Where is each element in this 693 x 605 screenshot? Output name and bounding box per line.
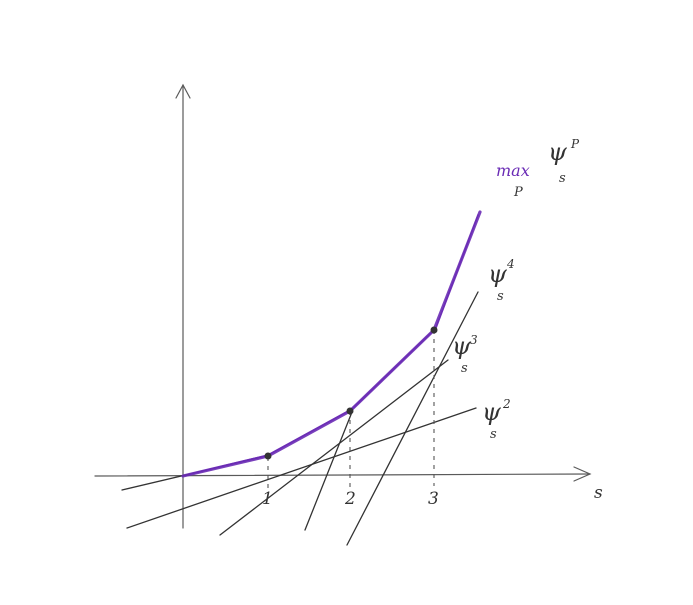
envelope-psi-symbol: ψ [548,138,568,166]
tick-label-3: 3 [428,489,439,509]
envelope-psi-superscript: P [570,137,580,151]
psi-3-subscript: s [461,361,468,376]
breakpoint-1 [264,452,272,460]
label-psi-2: ψ 2 s [482,397,511,442]
max-subscript: P [513,185,523,200]
x-axis [94,473,591,477]
breakpoints [264,326,438,460]
psi-2-subscript: s [490,427,497,442]
psi-2-superscript: 2 [502,397,511,411]
line-psi-4-lower [304,411,353,531]
tick-label-2: 2 [344,489,356,509]
label-psi-4: ψ 4 s [488,257,515,304]
breakpoint-2 [346,407,354,415]
max-operator: max [496,161,530,180]
tick-labels: 1 2 3 [262,489,439,509]
line-psi-2 [126,407,477,529]
x-axis-arrow [573,466,592,482]
projection-lines [267,330,435,490]
envelope-psi-subscript: s [559,171,566,186]
envelope-max-overstroke [189,214,479,475]
axes: s [94,83,603,529]
tick-label-1: 1 [262,489,273,509]
psi-3-symbol: ψ [452,332,472,360]
psi-2-symbol: ψ [482,398,502,426]
x-axis-label: s [594,483,603,503]
label-psi-3: ψ 3 s [452,332,478,376]
line-psi-4 [346,291,479,546]
psi-4-superscript: 4 [506,257,515,271]
envelope-max-curve [181,210,482,478]
psi-4-subscript: s [497,289,504,304]
psi-3-superscript: 3 [470,333,478,347]
line-psi-3 [219,359,449,536]
breakpoint-3 [430,326,438,334]
label-envelope-max: max P ψ P s [496,137,580,200]
psi-4-symbol: ψ [488,260,508,288]
function-lines [121,291,479,546]
y-axis-arrow [175,83,191,99]
